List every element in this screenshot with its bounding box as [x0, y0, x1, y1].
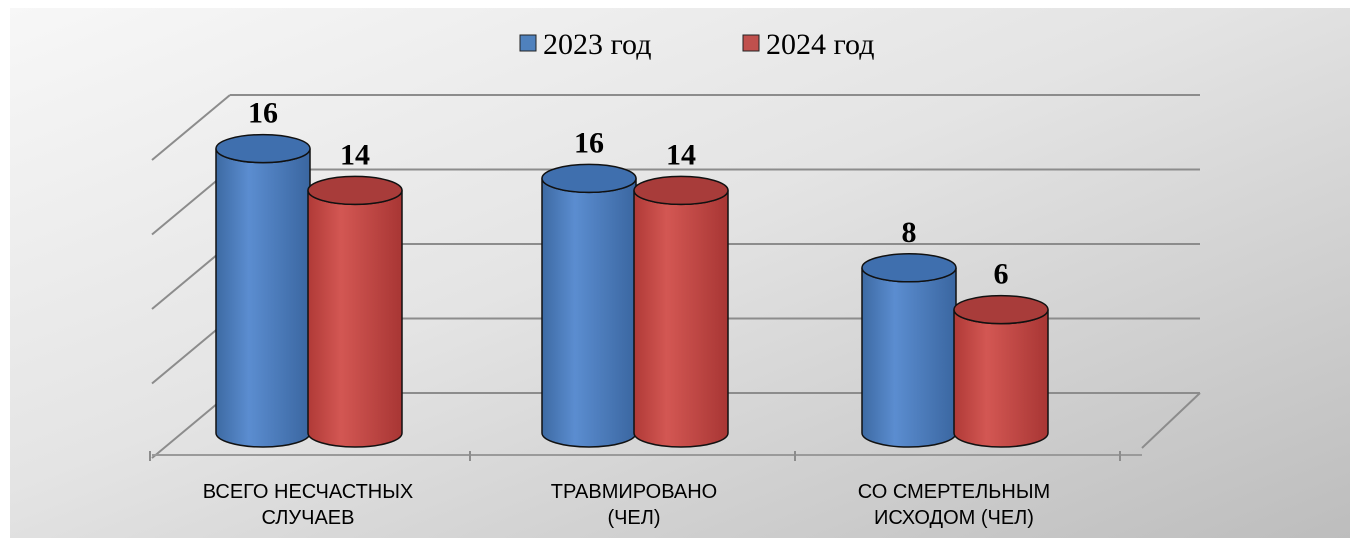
data-label: 14: [666, 138, 696, 171]
bar-2023: [861, 267, 957, 448]
bar-top: [541, 163, 637, 194]
legend-swatch: [742, 34, 760, 52]
category-label: СЛУЧАЕВ: [262, 507, 355, 529]
category-label: (ЧЕЛ): [607, 507, 660, 529]
category-label: ТРАВМИРОВАНО: [551, 481, 717, 503]
chart-frame: 2023 год 2024 год 16 14 16 14 8 6 ВСЕГО НЕСЧАС…: [10, 8, 1350, 538]
bar-2024: [953, 309, 1049, 448]
bar-top: [633, 175, 729, 206]
bars-layer: [215, 133, 1049, 448]
legend-swatch: [519, 34, 537, 52]
bar-2023: [215, 148, 311, 448]
bar-top: [861, 253, 957, 283]
bar-2024: [307, 190, 403, 448]
data-label: 16: [248, 97, 278, 130]
legend: 2023 год 2024 год: [519, 28, 874, 61]
category-axis: ВСЕГО НЕСЧАСТНЫХ СЛУЧАЕВ ТРАВМИРОВАНО (ЧЕЛ)…: [203, 481, 1050, 529]
bar-chart: 2023 год 2024 год 16 14 16 14 8 6 ВСЕГО НЕСЧАС…: [10, 8, 1350, 538]
data-label: 6: [994, 258, 1009, 291]
bar-2024: [633, 190, 729, 448]
data-label: 8: [902, 216, 917, 249]
category-label: СО СМЕРТЕЛЬНЫМ: [858, 481, 1050, 503]
bar-top: [953, 294, 1049, 325]
bar-top: [215, 133, 311, 164]
bar-2023: [541, 178, 637, 448]
floor-right-edge: [1141, 392, 1201, 449]
labels-layer: 16 14 16 14 8 6: [248, 97, 1009, 291]
data-label: 16: [574, 126, 604, 159]
legend-label: 2024 год: [766, 28, 874, 61]
category-label: ВСЕГО НЕСЧАСТНЫХ: [203, 481, 414, 503]
legend-label: 2023 год: [543, 28, 651, 61]
data-label: 14: [340, 138, 370, 171]
bar-top: [307, 175, 403, 206]
category-label: ИСХОДОМ (ЧЕЛ): [874, 507, 1034, 529]
gridline-side: [151, 94, 231, 161]
